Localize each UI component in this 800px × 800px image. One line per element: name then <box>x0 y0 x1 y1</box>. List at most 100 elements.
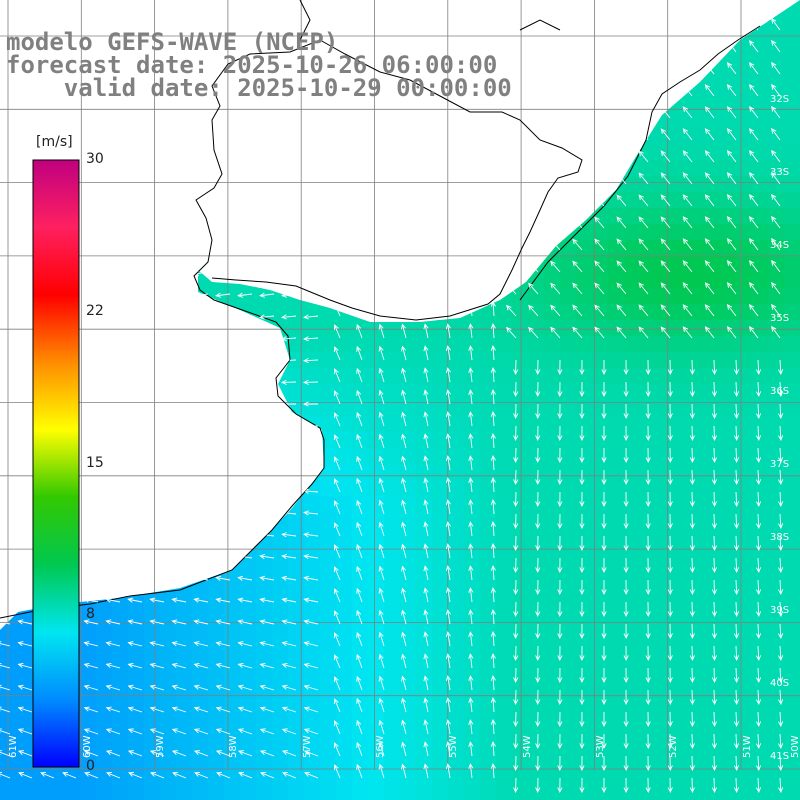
wind-arrow <box>281 684 297 691</box>
wind-speed-cell <box>736 304 753 321</box>
wind-arrow <box>513 469 519 486</box>
wind-speed-cell <box>336 240 353 257</box>
wind-arrow <box>281 183 297 189</box>
wind-arrow <box>468 565 474 581</box>
wind-arrow <box>378 191 385 207</box>
wind-speed-cell <box>80 208 97 225</box>
wind-speed-cell <box>608 272 625 289</box>
wind-arrow <box>127 292 143 298</box>
wind-speed-cell <box>624 544 641 561</box>
wind-arrow <box>550 128 561 141</box>
wind-arrow <box>748 39 759 53</box>
wind-speed-cell <box>240 160 257 177</box>
wind-speed-cell <box>672 0 689 17</box>
wind-arrow <box>771 325 781 339</box>
wind-speed-cell <box>512 64 529 81</box>
wind-speed-cell <box>496 192 513 209</box>
wind-arrow <box>682 194 693 207</box>
wind-speed-cell <box>96 336 113 353</box>
wind-arrow <box>149 662 165 669</box>
wind-arrow <box>594 260 605 273</box>
wind-speed-cell <box>560 320 577 337</box>
wind-speed-cell <box>336 672 353 689</box>
wind-arrow <box>557 381 563 398</box>
wind-arrow <box>171 183 187 189</box>
wind-speed-cell <box>560 704 577 721</box>
wind-speed-cell <box>368 672 385 689</box>
wind-speed-cell <box>512 336 529 353</box>
wind-speed-cell <box>368 784 385 800</box>
wind-arrow <box>748 83 759 97</box>
wind-speed-cell <box>144 272 161 289</box>
wind-arrow <box>127 227 143 233</box>
wind-speed-cell <box>784 640 800 657</box>
wind-speed-cell <box>432 480 449 497</box>
wind-arrow <box>127 270 143 276</box>
wind-speed-cell <box>544 288 561 305</box>
wind-speed-cell <box>224 496 241 513</box>
wind-arrow <box>579 711 585 728</box>
wind-speed-cell <box>656 736 673 753</box>
wind-speed-cell <box>384 752 401 769</box>
wind-speed-cell <box>448 208 465 225</box>
wind-arrow <box>771 193 781 207</box>
wind-speed-cell <box>144 496 161 513</box>
wind-arrow <box>557 557 563 574</box>
wind-speed-cell <box>304 176 321 193</box>
wind-speed-cell <box>384 224 401 241</box>
wind-arrow <box>215 575 231 581</box>
wind-speed-cell <box>432 0 449 17</box>
wind-arrow <box>579 469 585 486</box>
wind-arrow <box>601 359 607 376</box>
wind-arrow <box>105 662 121 669</box>
wind-speed-cell <box>784 784 800 800</box>
wind-arrow <box>445 521 451 537</box>
wind-speed-cell <box>688 176 705 193</box>
wind-arrow <box>423 653 429 669</box>
wind-speed-cell <box>400 224 417 241</box>
colorbar <box>32 159 80 768</box>
wind-speed-cell <box>656 16 673 33</box>
wind-speed-cell <box>736 160 753 177</box>
longitude-label: 52W <box>668 735 679 758</box>
wind-arrow <box>445 455 451 471</box>
wind-speed-cell <box>80 256 97 273</box>
wind-arrow <box>755 359 762 376</box>
wind-speed-cell <box>656 368 673 385</box>
wind-speed-cell <box>16 192 33 209</box>
longitude-label: 59W <box>155 735 166 758</box>
wind-speed-cell <box>16 384 33 401</box>
wind-speed-cell <box>400 704 417 721</box>
wind-arrow <box>16 445 33 451</box>
wind-arrow <box>468 609 474 625</box>
wind-speed-cell <box>768 640 785 657</box>
wind-speed-cell <box>752 32 769 49</box>
wind-speed-cell <box>128 720 145 737</box>
wind-arrow <box>579 689 585 706</box>
wind-speed-cell <box>720 784 737 800</box>
wind-speed-cell <box>608 704 625 721</box>
wind-speed-cell <box>496 416 513 433</box>
wind-arrow <box>83 728 99 735</box>
wind-speed-cell <box>288 576 305 593</box>
wind-speed-cell <box>752 64 769 81</box>
wind-arrow <box>711 601 717 618</box>
wind-arrow <box>748 259 759 273</box>
wind-arrow <box>378 257 385 273</box>
wind-arrow <box>535 689 541 706</box>
wind-arrow <box>513 711 519 728</box>
wind-arrow <box>445 477 451 493</box>
wind-speed-cell <box>304 160 321 177</box>
wind-speed-cell <box>528 224 545 241</box>
wind-speed-cell <box>464 656 481 673</box>
wind-speed-cell <box>576 320 593 337</box>
wind-arrow <box>17 227 33 233</box>
wind-speed-cell <box>192 448 209 465</box>
wind-speed-cell <box>160 288 177 305</box>
wind-speed-cell <box>128 704 145 721</box>
wind-arrow <box>378 15 385 31</box>
wind-speed-cell <box>704 320 721 337</box>
wind-arrow <box>127 532 143 538</box>
wind-speed-cell <box>272 656 289 673</box>
wind-speed-cell <box>736 272 753 289</box>
